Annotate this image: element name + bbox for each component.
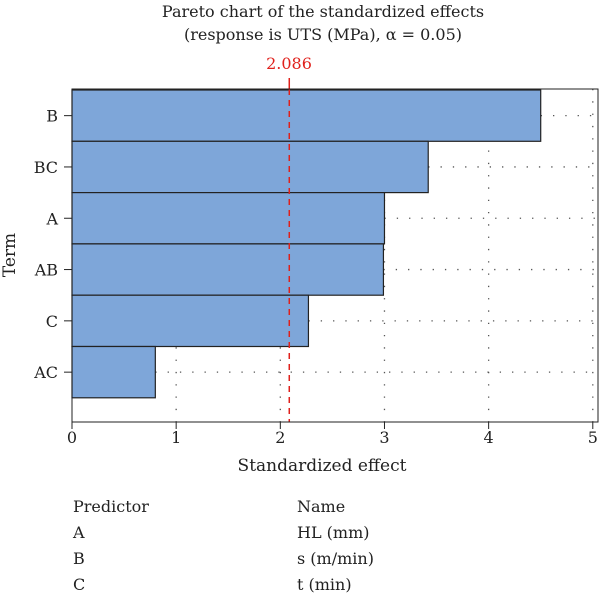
bars-layer [71,89,542,399]
x-tick-label: 1 [171,428,181,447]
bar-a [71,192,386,245]
predictor-legend-table: Predictor Name A HL (mm) B s (m/min) C t… [73,494,393,598]
x-tick-label: 0 [67,428,77,447]
legend-name: HL (mm) [297,523,370,542]
x-tick-label: 4 [484,428,494,447]
chart-subtitle: (response is UTS (MPa), α = 0.05) [184,25,462,44]
chart-title: Pareto chart of the standardized effects [162,2,484,21]
bar-bc [71,140,429,194]
legend-header-predictor: Predictor [73,497,149,516]
y-tick-label: B [46,107,58,126]
bar-ac [71,345,156,399]
bar-c [71,294,310,348]
legend-predictor: A [73,523,85,542]
pareto-chart: Pareto chart of the standardized effects… [0,2,599,476]
y-axis-label: Term [0,233,20,277]
y-tick-label: C [46,312,58,331]
x-tick-label: 2 [275,428,285,447]
y-tick-label: A [45,209,58,228]
y-axis: B BC A AB C AC [33,107,72,382]
plot-frame [71,88,599,423]
y-tick-label: AC [33,363,58,382]
bar-ab [71,243,385,296]
x-tick-label: 5 [588,428,598,447]
x-tick-label: 3 [379,428,389,447]
legend-predictor: C [73,575,86,594]
legend-row-a: A HL (mm) [73,520,393,546]
x-axis: 0 1 2 3 4 5 [67,422,598,447]
legend-name: s (m/min) [297,549,374,568]
legend-name: t (min) [297,575,352,594]
critical-value-label: 2.086 [266,54,312,73]
legend-row-c: C t (min) [73,572,393,598]
x-axis-label: Standardized effect [238,456,407,476]
y-tick-label: BC [34,158,58,177]
legend-header-name: Name [297,497,346,516]
legend-predictor: B [73,549,85,568]
bar-b [71,89,542,142]
legend-row-b: B s (m/min) [73,546,393,572]
legend-header-row: Predictor Name [73,494,393,520]
y-tick-label: AB [34,261,58,280]
